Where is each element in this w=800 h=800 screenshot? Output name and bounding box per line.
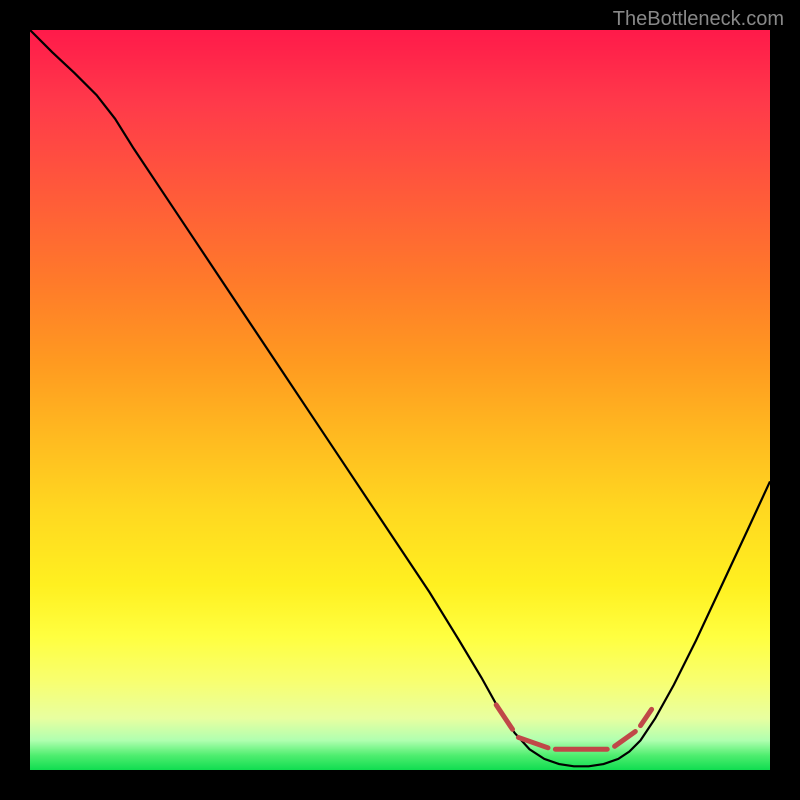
marker-segment [496,705,512,729]
plot-area [30,30,770,770]
marker-segment [615,732,636,747]
watermark-text: TheBottleneck.com [613,8,784,31]
chart-svg [30,30,770,770]
bottom-markers [496,705,651,749]
marker-segment [641,709,652,725]
bottleneck-curve [30,30,770,766]
